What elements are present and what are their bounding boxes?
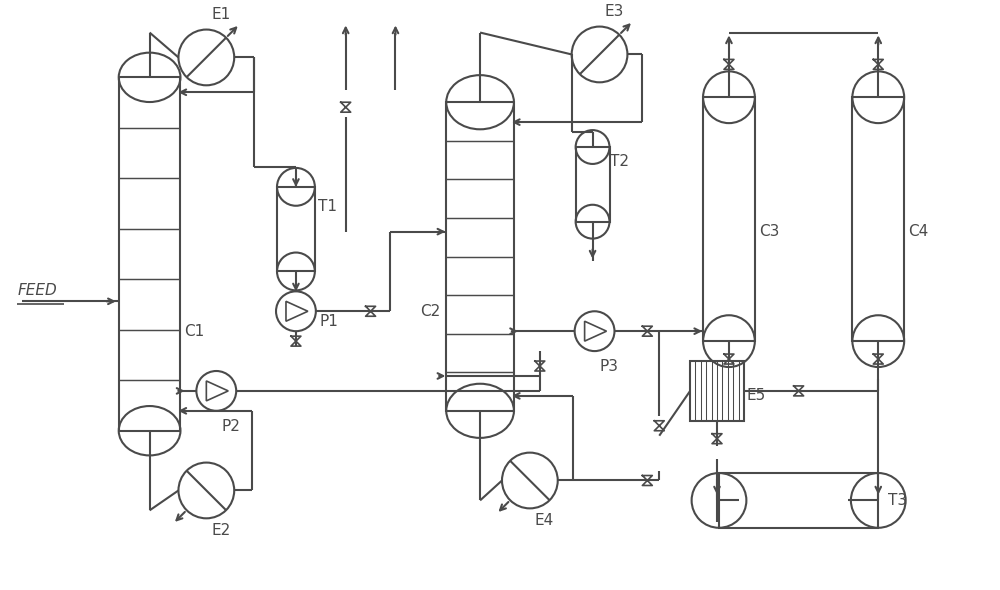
Text: C4: C4 <box>908 224 928 239</box>
Text: FEED: FEED <box>17 283 57 299</box>
Text: T3: T3 <box>888 493 907 508</box>
Bar <box>703 97 755 341</box>
Text: E4: E4 <box>535 513 554 529</box>
Bar <box>119 77 180 431</box>
Text: P1: P1 <box>320 314 339 329</box>
Text: C2: C2 <box>420 304 441 319</box>
Text: C3: C3 <box>759 224 779 239</box>
Bar <box>852 97 904 341</box>
Bar <box>690 361 744 421</box>
Text: T2: T2 <box>610 155 629 169</box>
Text: T1: T1 <box>318 199 337 214</box>
Text: E2: E2 <box>211 523 231 538</box>
Text: E1: E1 <box>211 6 231 22</box>
Bar <box>719 473 878 528</box>
Text: E5: E5 <box>747 388 766 404</box>
Bar <box>446 102 514 411</box>
Text: P3: P3 <box>600 359 619 374</box>
Bar <box>277 187 315 271</box>
Text: C1: C1 <box>184 324 205 339</box>
Text: E3: E3 <box>605 4 624 19</box>
Text: P2: P2 <box>221 419 240 434</box>
Bar <box>576 147 610 222</box>
